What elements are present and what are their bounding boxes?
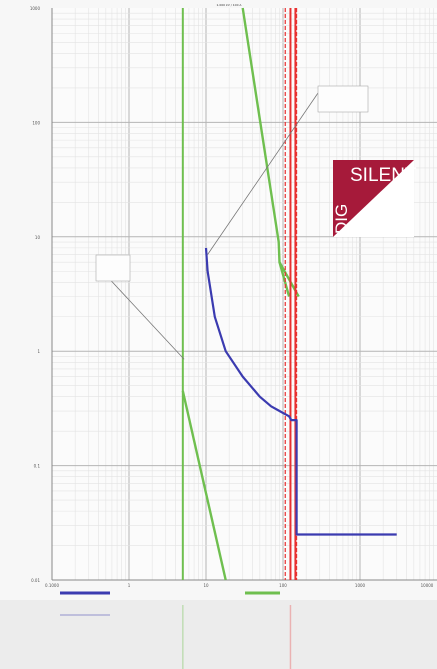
top-annotation: 1.000 kV / 100 A [217,3,243,7]
chart-reflection [0,600,437,669]
digsilent-logo: SILENT DIG [332,160,417,237]
series-1-line [181,390,227,581]
series-2-line [241,7,300,298]
callout-box-right [317,85,369,113]
x-tick-label: 1 [128,583,131,588]
series-layer [181,7,397,581]
callout-box-left [95,254,131,282]
x-tick-label: 100 [279,583,287,588]
y-tick-label: 10 [35,235,41,240]
series-3-line [278,261,291,297]
x-tick-label: 1000 [355,583,366,588]
series-6-line [204,247,397,536]
y-tick-label: 100 [32,120,40,125]
x-tick-label: 10000 [421,583,434,588]
annotations: 1.000 kV / 100 A [95,3,369,360]
x-tick-label: 10 [203,583,209,588]
grid-lines [51,8,437,581]
logo-text-dig: DIG [332,204,351,234]
callout-leader-right [207,92,319,255]
logo-triangle [333,160,414,237]
y-tick-label: 0.1 [34,464,41,469]
y-tick-label: 1000 [30,6,41,11]
y-tick-label: 1 [37,349,40,354]
x-tick-label: 0.1000 [45,583,59,588]
axes: 0.1000 1 10 100 1000 10000 1000 100 10 1 0.1 0.01 [30,6,437,588]
logo-text-silent: SILENT [350,165,417,186]
y-tick-label: 0.01 [31,578,40,583]
callout-leader-left [102,271,185,360]
reflection-floor [0,600,437,669]
plot-area [52,8,437,580]
